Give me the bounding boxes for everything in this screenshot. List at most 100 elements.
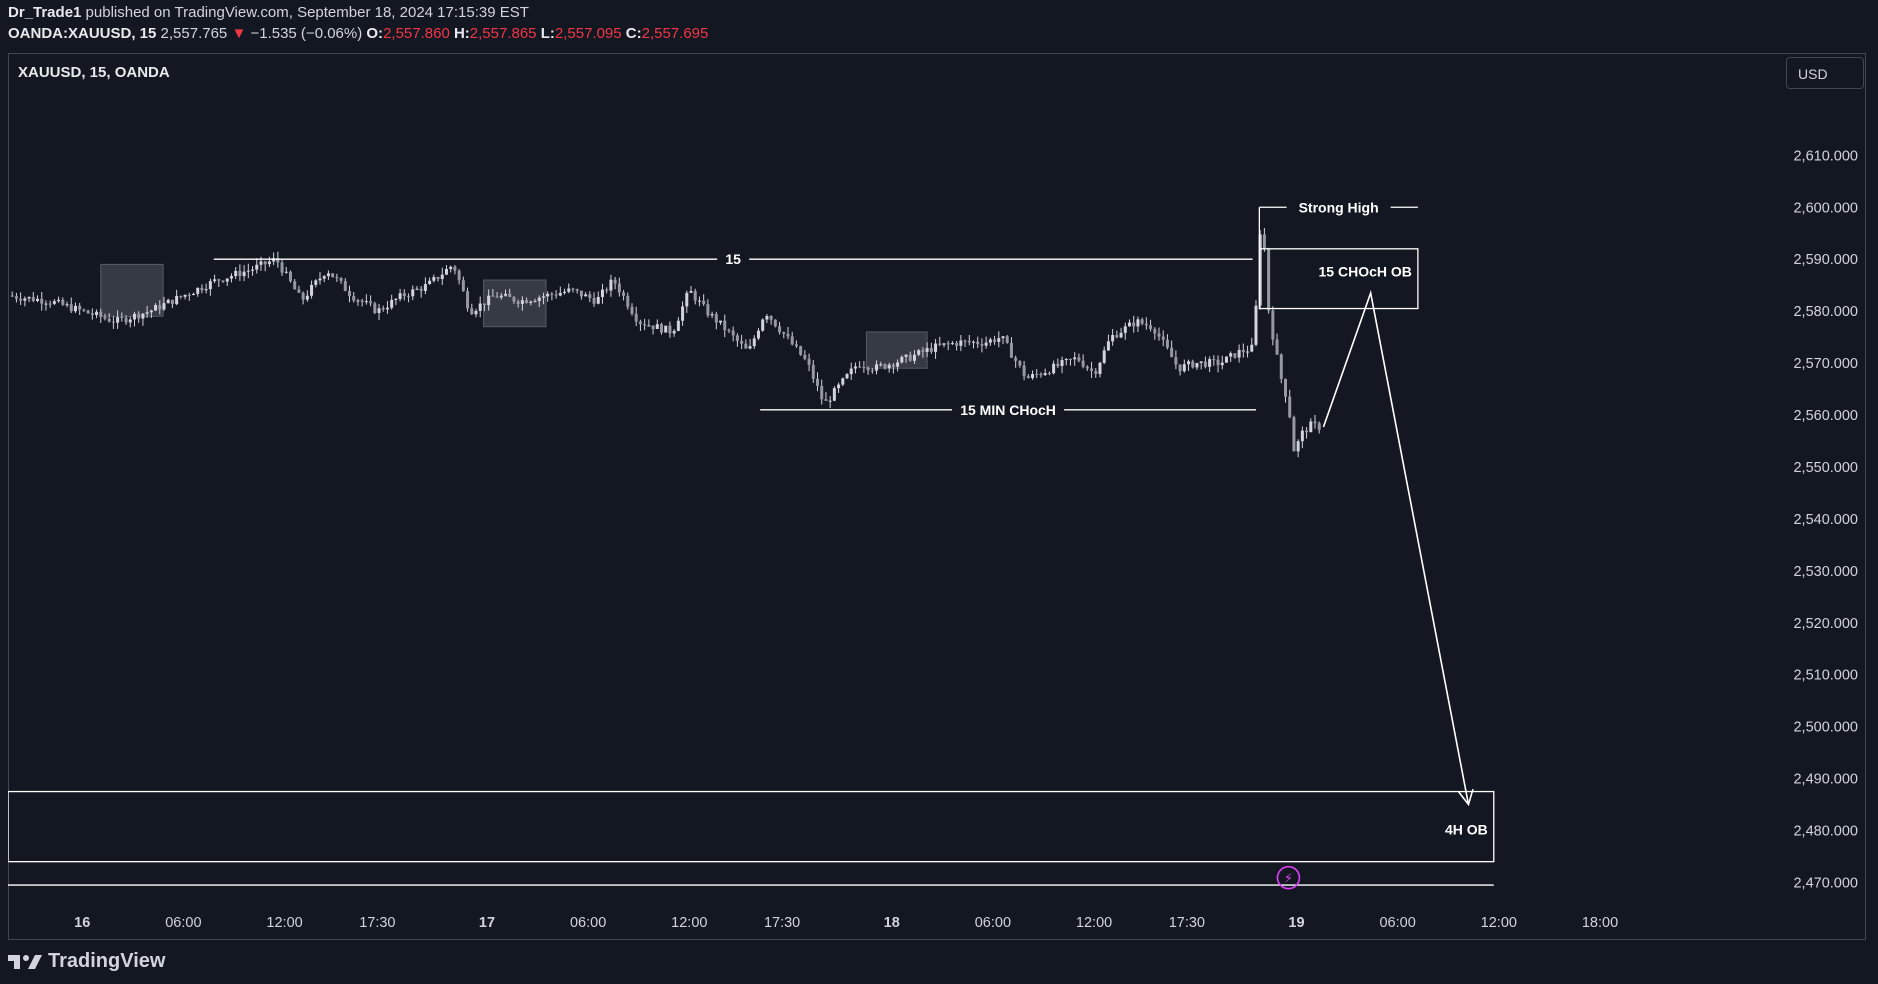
candle-body (1119, 332, 1123, 338)
highlight-box-1 (483, 279, 547, 328)
candle-body (668, 325, 672, 334)
chart-frame[interactable] (8, 53, 1866, 940)
candle-body (1224, 356, 1228, 363)
candle-body (950, 343, 954, 345)
candle-body (1262, 234, 1266, 249)
candle-body (693, 291, 697, 301)
candle-body (740, 340, 744, 344)
y-tick-label: 2,580.000 (1793, 304, 1858, 320)
candle-body (394, 299, 398, 301)
candle-body (40, 298, 44, 304)
candle-body (221, 280, 225, 282)
candle-body (381, 308, 385, 310)
candle-body (1165, 339, 1169, 348)
close-label: C: (625, 25, 642, 42)
ohlc-header: OANDA:XAUUSD, 15 2,557.765 ▼ −1.535 (−0.… (8, 25, 708, 42)
candle-body (1106, 341, 1110, 351)
last-price: 2,557.765 (160, 25, 228, 42)
candle-body (1170, 347, 1174, 358)
candle-body (929, 348, 933, 352)
candle-body (1199, 361, 1203, 363)
x-tick-label: 17 (479, 915, 495, 931)
candle-body (1246, 351, 1250, 353)
candle-body (689, 291, 693, 293)
candle-body (428, 280, 432, 285)
candle-body (487, 295, 491, 306)
candle-body (596, 297, 600, 304)
event-marker-icon[interactable] (1276, 865, 1301, 890)
projection-path[interactable] (1322, 289, 1470, 805)
candle-body (440, 274, 444, 279)
candle-body (1031, 374, 1035, 379)
publisher-name[interactable]: Dr_Trade1 (8, 4, 82, 21)
candle-body (993, 339, 997, 342)
candle-body (175, 295, 179, 305)
candle-body (849, 368, 853, 375)
candle-body (921, 350, 925, 352)
candle-body (1094, 371, 1098, 374)
x-tick-label: 19 (1288, 915, 1304, 931)
x-tick-label: 06:00 (165, 915, 201, 931)
x-tick-label: 17:30 (1169, 915, 1205, 931)
candle-body (461, 280, 465, 292)
candle-body (1195, 362, 1199, 368)
high-value: 2,557.865 (469, 25, 537, 42)
candle-body (491, 295, 495, 297)
candle-body (385, 307, 389, 310)
candle-body (444, 268, 448, 275)
candle-body (1123, 326, 1127, 333)
candle-body (301, 292, 305, 300)
candle-body (681, 306, 685, 321)
candle-body (959, 340, 963, 346)
candle-body (1052, 363, 1056, 374)
chart-symbol-title: XAUUSD, 15, OANDA (18, 64, 170, 81)
candle-body (1250, 344, 1254, 352)
candle-body (263, 261, 267, 265)
currency-button[interactable]: USD (1786, 57, 1864, 89)
tradingview-logo[interactable]: TradingView (8, 950, 165, 973)
candle-body (660, 324, 664, 333)
zone-box-1[interactable] (8, 790, 1495, 863)
publish-info: Dr_Trade1 published on TradingView.com, … (8, 4, 529, 21)
candle-body (1043, 373, 1047, 375)
candle-body (617, 283, 621, 293)
candle-body (73, 305, 77, 312)
candle-body (238, 270, 242, 277)
candle-body (900, 356, 904, 363)
high-label: H: (453, 25, 470, 42)
y-tick-label: 2,510.000 (1793, 668, 1858, 684)
candle-body (449, 266, 453, 269)
candle-body (407, 296, 411, 298)
candle-body (14, 296, 18, 299)
candle-body (398, 293, 402, 300)
candle-body (360, 300, 364, 302)
candle-body (525, 300, 529, 303)
candle-body (976, 341, 980, 345)
candle-body (1208, 359, 1212, 367)
low-label: L: (540, 25, 555, 42)
level-label-0: 15 (725, 251, 741, 267)
candle-body (1271, 310, 1275, 340)
close-value: 2,557.695 (641, 25, 709, 42)
candle-body (348, 290, 352, 297)
candle-body (318, 278, 322, 281)
lightning-icon: ⚡ (1284, 871, 1293, 886)
candle-body (592, 298, 596, 304)
price-chart[interactable]: 15 15 MIN CHocH Strong High 15 CHOcH OB 4H O… (8, 53, 1866, 940)
candle-body (364, 301, 368, 303)
zone-box-0[interactable] (1258, 248, 1419, 310)
candle-body (963, 340, 967, 342)
candle-body (36, 298, 40, 302)
candle-body (841, 378, 845, 385)
candle-body (638, 321, 642, 325)
candle-body (19, 298, 23, 301)
candle-body (326, 273, 330, 277)
candle-body (293, 281, 297, 290)
candle-body (1288, 396, 1292, 418)
candle-body (149, 310, 153, 313)
candle-body (866, 367, 870, 371)
candle-body (685, 292, 689, 307)
candle-body (369, 301, 373, 304)
candle-body (419, 288, 423, 291)
candle-body (267, 261, 271, 265)
